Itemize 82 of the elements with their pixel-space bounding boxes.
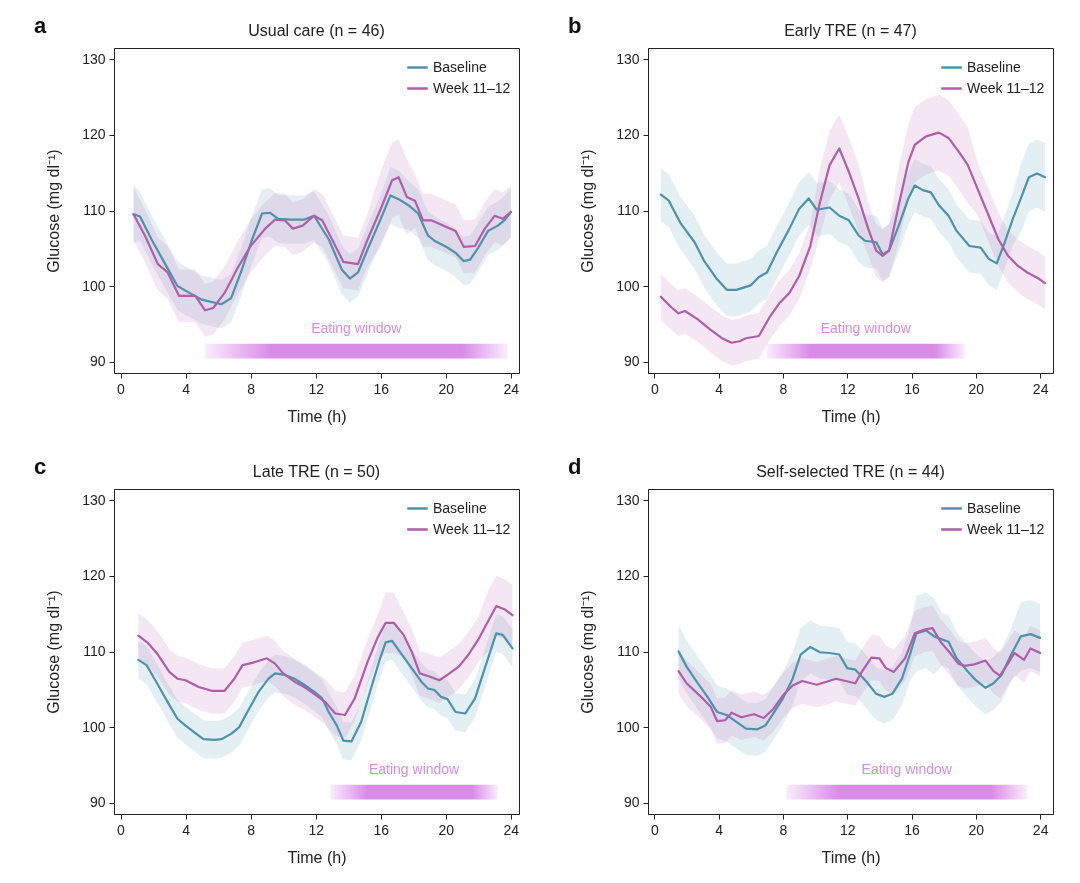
text: c xyxy=(34,454,47,479)
x-tick-label: 16 xyxy=(373,821,390,838)
x-tick-label: 4 xyxy=(715,380,724,397)
band-label: Eating window xyxy=(311,320,403,337)
x-tick-label: 0 xyxy=(651,821,660,838)
y-tick-label: 100 xyxy=(82,718,106,735)
x-tick-label: 20 xyxy=(438,380,455,397)
y-tick-label: 110 xyxy=(83,643,106,659)
y-tick-label: 130 xyxy=(616,50,640,67)
text: d xyxy=(568,454,582,479)
x-tick-label: 24 xyxy=(1032,380,1049,397)
x-tick-label: 0 xyxy=(117,380,126,397)
x-tick-label: 8 xyxy=(247,380,256,397)
y-axis-title: Glucose (mg dl⁻¹) xyxy=(45,590,63,714)
y-tick-label: 130 xyxy=(616,491,640,508)
y-tick-label: 110 xyxy=(83,202,106,218)
band-label: Eating window xyxy=(820,320,912,337)
x-tick-label: 12 xyxy=(308,821,325,838)
legend-label: Baseline xyxy=(433,58,487,75)
legend-label: Week 11–12 xyxy=(967,520,1045,537)
y-tick-label: 90 xyxy=(89,794,106,811)
chart-title: Usual care (n = 46) xyxy=(248,22,385,39)
line-series xyxy=(132,176,512,312)
y-axis-title: Glucose (mg dl⁻¹) xyxy=(45,149,63,273)
x-tick-label: 24 xyxy=(503,821,520,838)
y-tick-label: 110 xyxy=(617,643,640,659)
legend-label: Baseline xyxy=(433,499,487,516)
y-axis-title: Glucose (mg dl⁻¹) xyxy=(579,590,597,714)
text: a xyxy=(34,13,47,38)
chart-title: Self-selected TRE (n = 44) xyxy=(756,463,945,480)
legend-label: Week 11–12 xyxy=(433,520,511,537)
x-tick-label: 20 xyxy=(968,821,985,838)
x-tick-label: 16 xyxy=(904,821,921,838)
x-tick-label: 24 xyxy=(503,380,520,397)
y-tick-label: 130 xyxy=(82,491,106,508)
y-tick-label: 100 xyxy=(616,277,640,294)
y-tick-label: 130 xyxy=(82,50,106,67)
x-axis-title: Time (h) xyxy=(287,407,347,425)
x-axis-title: Time (h) xyxy=(821,848,881,866)
y-tick-label: 110 xyxy=(617,202,640,218)
x-axis-title: Time (h) xyxy=(287,848,347,866)
x-tick-label: 4 xyxy=(182,821,191,838)
y-tick-label: 120 xyxy=(616,567,640,584)
line-series xyxy=(137,605,514,717)
chart-title: Early TRE (n = 47) xyxy=(784,22,917,39)
y-axis-title: Glucose (mg dl⁻¹) xyxy=(579,149,597,273)
x-tick-label: 8 xyxy=(779,821,788,838)
x-tick-label: 0 xyxy=(117,821,126,838)
y-tick-label: 90 xyxy=(89,353,106,370)
band-label: Eating window xyxy=(861,761,953,778)
y-tick-label: 120 xyxy=(82,567,106,584)
legend-label: Baseline xyxy=(967,58,1021,75)
line-series xyxy=(659,172,1047,291)
x-tick-label: 4 xyxy=(715,821,724,838)
y-tick-label: 100 xyxy=(616,718,640,735)
x-tick-label: 12 xyxy=(308,380,325,397)
text: b xyxy=(568,13,582,38)
x-tick-label: 24 xyxy=(1032,821,1049,838)
x-tick-label: 12 xyxy=(840,380,856,397)
x-tick-label: 4 xyxy=(182,380,191,397)
line-series xyxy=(132,194,512,306)
legend-label: Baseline xyxy=(967,499,1021,516)
y-tick-label: 90 xyxy=(623,794,640,811)
x-tick-label: 8 xyxy=(247,821,256,838)
x-axis-title: Time (h) xyxy=(821,407,881,425)
y-tick-label: 90 xyxy=(623,353,640,370)
chart-title: Late TRE (n = 50) xyxy=(252,463,381,480)
line-series xyxy=(137,632,514,743)
x-tick-label: 8 xyxy=(779,380,788,397)
x-tick-label: 16 xyxy=(904,380,921,397)
x-tick-label: 20 xyxy=(968,380,985,397)
x-tick-label: 16 xyxy=(373,380,390,397)
line-series xyxy=(659,131,1047,344)
x-tick-label: 20 xyxy=(438,821,455,838)
y-tick-label: 120 xyxy=(82,126,106,143)
y-tick-label: 100 xyxy=(82,277,106,294)
legend-label: Week 11–12 xyxy=(433,79,511,96)
x-tick-label: 0 xyxy=(651,380,660,397)
band-label: Eating window xyxy=(368,761,461,778)
y-tick-label: 120 xyxy=(616,126,640,143)
x-tick-label: 12 xyxy=(840,821,856,838)
legend-label: Week 11–12 xyxy=(967,79,1045,96)
